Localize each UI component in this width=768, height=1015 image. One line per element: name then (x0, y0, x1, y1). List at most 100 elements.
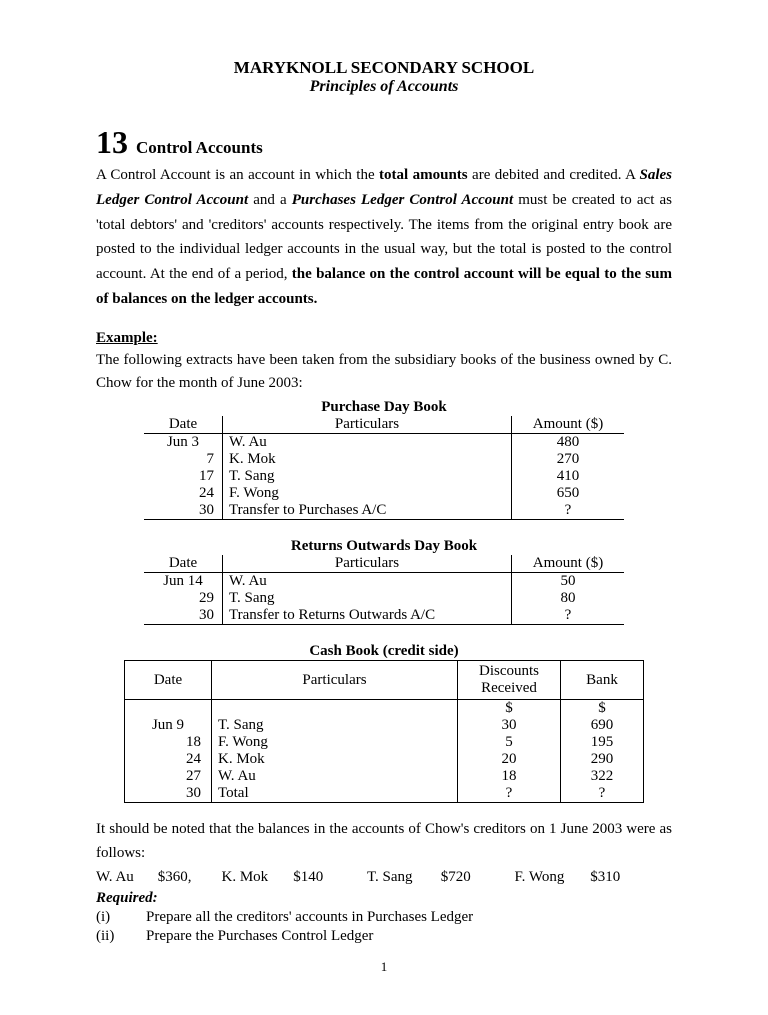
cell-disc: 30 (458, 717, 561, 734)
cell-date: 27 (125, 768, 212, 785)
cell-disc: 18 (458, 768, 561, 785)
returns-outwards-table: Date Particulars Amount ($) Jun 14 W. Au… (144, 555, 624, 625)
table-row: 29 T. Sang 80 (144, 590, 624, 607)
col-amount: Amount ($) (512, 555, 625, 573)
intro-text: are debited and credited. A (468, 167, 640, 183)
table-row: 24 F. Wong 650 (144, 485, 624, 502)
bal-name: K. Mok (222, 869, 290, 886)
req-text: Prepare the Purchases Control Ledger (146, 928, 373, 945)
col-amount: Amount ($) (512, 416, 625, 434)
page-header: MARYKNOLL SECONDARY SCHOOL Principles of… (96, 58, 672, 96)
intro-paragraph: A Control Account is an account in which… (96, 163, 672, 312)
required-label: Required: (96, 890, 672, 907)
cell-particulars: K. Mok (223, 451, 512, 468)
req-num: (ii) (96, 928, 146, 945)
required-item: (i) Prepare all the creditors' accounts … (96, 909, 672, 926)
cell-particulars: Transfer to Purchases A/C (223, 502, 512, 520)
document-page: MARYKNOLL SECONDARY SCHOOL Principles of… (0, 0, 768, 1015)
col-date: Date (144, 416, 223, 434)
cell-date: 7 (144, 451, 223, 468)
cell-date: 24 (125, 751, 212, 768)
purchase-day-book-table: Date Particulars Amount ($) Jun 3 W. Au … (144, 416, 624, 520)
bal-amt: $140 (293, 869, 363, 886)
unit-bank: $ (561, 700, 644, 718)
cell-amount: 650 (512, 485, 625, 502)
required-item: (ii) Prepare the Purchases Control Ledge… (96, 928, 672, 945)
chapter-heading: 13 Control Accounts (96, 124, 672, 161)
cell-disc: ? (458, 785, 561, 803)
cell-date: 29 (144, 590, 223, 607)
bal-amt: $720 (441, 869, 511, 886)
table-row: 30 Total ? ? (125, 785, 644, 803)
cell-particulars: T. Sang (223, 590, 512, 607)
cell-amount: 410 (512, 468, 625, 485)
bal-amt: $310 (590, 869, 620, 886)
table-row: 18 F. Wong 5 195 (125, 734, 644, 751)
balances-line: W. Au $360, K. Mok $140 T. Sang $720 F. … (96, 869, 672, 886)
cash-book-table: Date Particulars Discounts Received Bank… (124, 660, 644, 803)
cash-book-title: Cash Book (credit side) (96, 643, 672, 660)
cell-date: 18 (125, 734, 212, 751)
cell-disc: 20 (458, 751, 561, 768)
cell-disc: 5 (458, 734, 561, 751)
cell-date: 24 (144, 485, 223, 502)
cell-date: 30 (144, 502, 223, 520)
subject-title: Principles of Accounts (96, 78, 672, 96)
cell-date: 30 (125, 785, 212, 803)
returns-book-title: Returns Outwards Day Book (96, 538, 672, 555)
table-row: Jun 9 T. Sang 30 690 (125, 717, 644, 734)
balances-intro: It should be noted that the balances in … (96, 817, 672, 865)
purchase-book-title: Purchase Day Book (96, 399, 672, 416)
intro-italic-2: Purchases Ledger Control Account (292, 192, 513, 208)
col-particulars: Particulars (223, 416, 512, 434)
cell-amount: 270 (512, 451, 625, 468)
cell-bank: ? (561, 785, 644, 803)
col-particulars: Particulars (223, 555, 512, 573)
cell-amount: 80 (512, 590, 625, 607)
example-label: Example: (96, 330, 672, 347)
cell-particulars: F. Wong (212, 734, 458, 751)
cell-date: Jun 9 (125, 717, 212, 734)
page-number: 1 (96, 959, 672, 975)
table-row: 7 K. Mok 270 (144, 451, 624, 468)
bal-name: W. Au (96, 869, 154, 886)
cell-particulars: T. Sang (223, 468, 512, 485)
chapter-title: Control Accounts (136, 138, 263, 158)
table-row: 30 Transfer to Returns Outwards A/C ? (144, 607, 624, 625)
cell-particulars: Total (212, 785, 458, 803)
req-text: Prepare all the creditors' accounts in P… (146, 909, 473, 926)
cell-particulars: Transfer to Returns Outwards A/C (223, 607, 512, 625)
col-date: Date (144, 555, 223, 573)
chapter-number: 13 (96, 124, 128, 161)
purchase-book-wrap: Date Particulars Amount ($) Jun 3 W. Au … (96, 416, 672, 520)
cell-date: 17 (144, 468, 223, 485)
cell-particulars: T. Sang (212, 717, 458, 734)
cell-date: Jun 14 (144, 573, 223, 591)
example-text: The following extracts have been taken f… (96, 349, 672, 396)
school-name: MARYKNOLL SECONDARY SCHOOL (96, 58, 672, 78)
col-particulars: Particulars (212, 661, 458, 700)
cell-bank: 690 (561, 717, 644, 734)
unit-disc: $ (458, 700, 561, 718)
intro-text: A Control Account is an account in which… (96, 167, 379, 183)
bal-name: T. Sang (367, 869, 437, 886)
cell-date: Jun 3 (144, 434, 223, 452)
returns-book-wrap: Date Particulars Amount ($) Jun 14 W. Au… (96, 555, 672, 625)
cell-amount: ? (512, 502, 625, 520)
cell-bank: 290 (561, 751, 644, 768)
cell-amount: 50 (512, 573, 625, 591)
bal-name: F. Wong (515, 869, 587, 886)
table-row: Jun 14 W. Au 50 (144, 573, 624, 591)
cell-date: 30 (144, 607, 223, 625)
cash-book-wrap: Date Particulars Discounts Received Bank… (96, 660, 672, 803)
cell-particulars: F. Wong (223, 485, 512, 502)
table-row: 24 K. Mok 20 290 (125, 751, 644, 768)
cell-amount: 480 (512, 434, 625, 452)
cell-particulars: W. Au (223, 434, 512, 452)
col-date: Date (125, 661, 212, 700)
cell-bank: 322 (561, 768, 644, 785)
table-row: 17 T. Sang 410 (144, 468, 624, 485)
intro-bold-1: total amounts (379, 167, 468, 183)
cell-bank: 195 (561, 734, 644, 751)
intro-text: and a (248, 192, 292, 208)
